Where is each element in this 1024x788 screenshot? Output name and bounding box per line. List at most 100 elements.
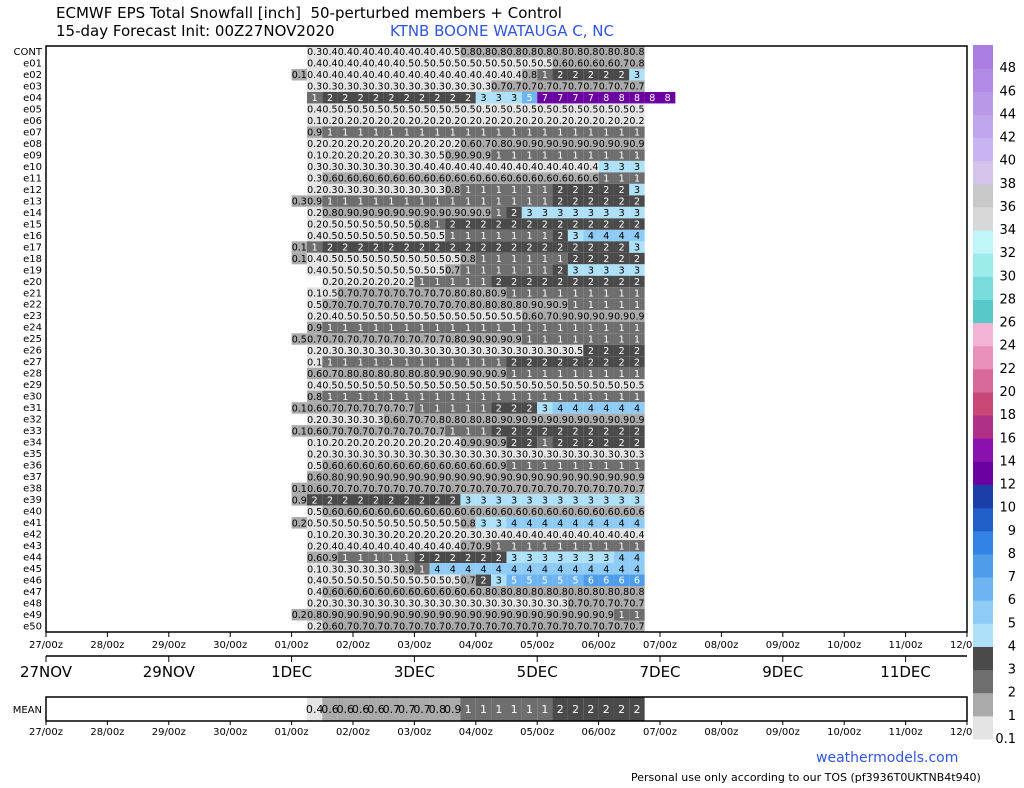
cell (552, 160, 568, 173)
cell-value: 1 (434, 128, 440, 139)
cell-value: 1 (373, 197, 379, 208)
mean-cell (368, 697, 384, 721)
cell (567, 620, 584, 632)
cell (353, 172, 369, 184)
cell-value: 4 (588, 231, 594, 242)
cell-value: 0.9 (491, 288, 506, 299)
cell-value: 0.7 (399, 288, 414, 299)
cell-value: 0.4 (507, 530, 522, 541)
member-label-e23: e23 (23, 311, 42, 322)
cell-value: 0.9 (461, 438, 476, 449)
cell-value: 1 (557, 541, 563, 552)
cell (506, 390, 522, 403)
cell (613, 551, 630, 564)
cell (567, 436, 584, 449)
cell (414, 551, 430, 564)
cell-value: 1 (480, 128, 486, 139)
cell (445, 597, 461, 610)
cell-value: 0.5 (476, 380, 491, 391)
cell-value: 0.2 (322, 277, 337, 288)
cell-value: 5 (542, 576, 548, 587)
cell-value: 0.8 (476, 300, 491, 311)
cell-value: 1 (434, 392, 440, 403)
cell (322, 218, 338, 230)
date-label: 3DEC (394, 663, 435, 681)
cell (460, 206, 476, 219)
cell (613, 218, 630, 230)
cell-value: 1 (634, 288, 640, 299)
cell-value: 0.6 (384, 507, 399, 518)
cell-value: 3 (542, 403, 548, 414)
cell (445, 229, 461, 242)
cell-value: 1 (496, 541, 502, 552)
cell-value: 0.5 (568, 105, 583, 116)
cell-value: 0.5 (415, 254, 430, 265)
cell (475, 114, 492, 127)
cell-value: 0.2 (368, 116, 383, 127)
cell (445, 126, 461, 138)
cell (506, 91, 522, 104)
cell (521, 367, 538, 380)
cell (322, 252, 338, 265)
cell (506, 310, 522, 322)
cell-value: 1 (450, 231, 456, 242)
cell (613, 471, 630, 483)
cell (353, 356, 369, 368)
cell-value: 2 (588, 438, 594, 449)
brand-link[interactable]: weathermodels.com (816, 750, 959, 766)
cell (629, 609, 645, 621)
cell-value: 2 (588, 70, 594, 81)
cell (429, 344, 446, 357)
cell-value: 0.6 (445, 174, 460, 185)
cell (353, 494, 369, 506)
cell (567, 68, 584, 81)
cell (537, 206, 553, 219)
cell-value: 0.2 (307, 541, 322, 552)
cell (306, 448, 323, 460)
cell-value: 0.3 (353, 564, 368, 575)
cell-value: 0.2 (415, 139, 430, 150)
cell-value: 0.6 (399, 461, 414, 472)
cell-value: 1 (450, 392, 456, 403)
cell (521, 195, 538, 207)
cell (460, 551, 476, 564)
cell (429, 379, 446, 391)
cell-value: 0.6 (583, 174, 598, 185)
cell-value: 0.2 (399, 277, 414, 288)
cell-value: 0.4 (430, 47, 445, 58)
cell (475, 275, 492, 288)
cell-value: 1 (527, 323, 533, 334)
cell (521, 563, 538, 575)
cell-value: 0.5 (338, 266, 353, 277)
member-label-e45: e45 (23, 564, 42, 575)
cell (399, 183, 415, 196)
date-label: 5DEC (517, 663, 558, 681)
colorbar-segment (973, 461, 993, 486)
cell-value: 3 (573, 208, 579, 219)
cell-value: 0.4 (415, 70, 430, 81)
cell-value: 1 (327, 357, 333, 368)
colorbar-label: 4 (1008, 639, 1016, 654)
cell-value: 0.5 (491, 380, 506, 391)
cell (475, 540, 492, 552)
cell (322, 379, 338, 391)
cell (629, 46, 645, 58)
cell (537, 494, 553, 506)
cell (613, 609, 630, 621)
cell-value: 0.9 (415, 472, 430, 483)
cell-value: 4 (557, 564, 563, 575)
cell (429, 586, 446, 598)
cell (291, 333, 307, 345)
cell-value: 0.2 (430, 530, 445, 541)
cell-value: 0.5 (507, 105, 522, 116)
date-label: 11DEC (880, 663, 931, 681)
cell (322, 459, 338, 472)
cell (414, 252, 430, 265)
cell (291, 195, 307, 207)
cell-value: 1 (542, 438, 548, 449)
cell (537, 586, 553, 598)
cell-value: 0.7 (568, 622, 583, 633)
cell (291, 252, 307, 265)
mean-cell (445, 697, 461, 721)
cell-value: 3 (527, 495, 533, 506)
